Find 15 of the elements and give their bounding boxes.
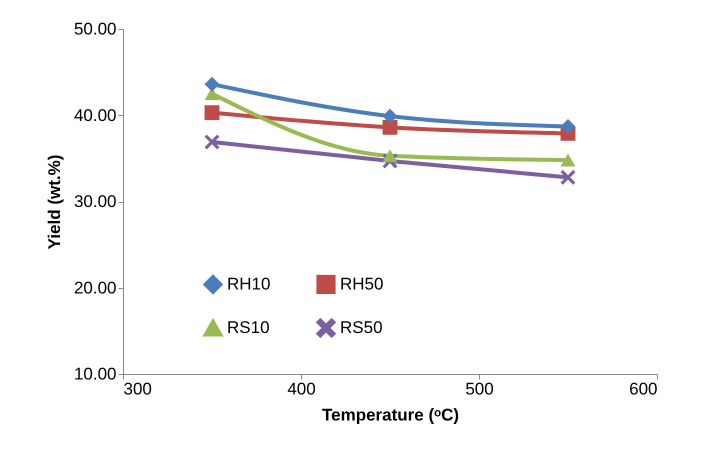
- legend-label: RH50: [340, 274, 384, 294]
- y-tick-label: 30.00: [74, 192, 116, 211]
- legend-label: RS10: [227, 318, 270, 337]
- x-tick-label: 600: [629, 380, 658, 398]
- x-tick-label: 500: [465, 380, 494, 398]
- y-tick-label: 40.00: [74, 106, 116, 125]
- x-tick-label: 300: [124, 380, 152, 398]
- y-tick-label: 20.00: [74, 278, 116, 298]
- x-axis-title: Temperature (ᵒC): [322, 406, 460, 424]
- legend-label: RS50: [340, 318, 383, 337]
- y-tick-label: 50.00: [74, 20, 116, 38]
- x-tick-label: 400: [287, 380, 316, 398]
- legend-label: RH10: [227, 274, 270, 294]
- y-tick-label: 10.00: [74, 364, 116, 384]
- y-axis-title: Yield (wt.%): [44, 154, 64, 250]
